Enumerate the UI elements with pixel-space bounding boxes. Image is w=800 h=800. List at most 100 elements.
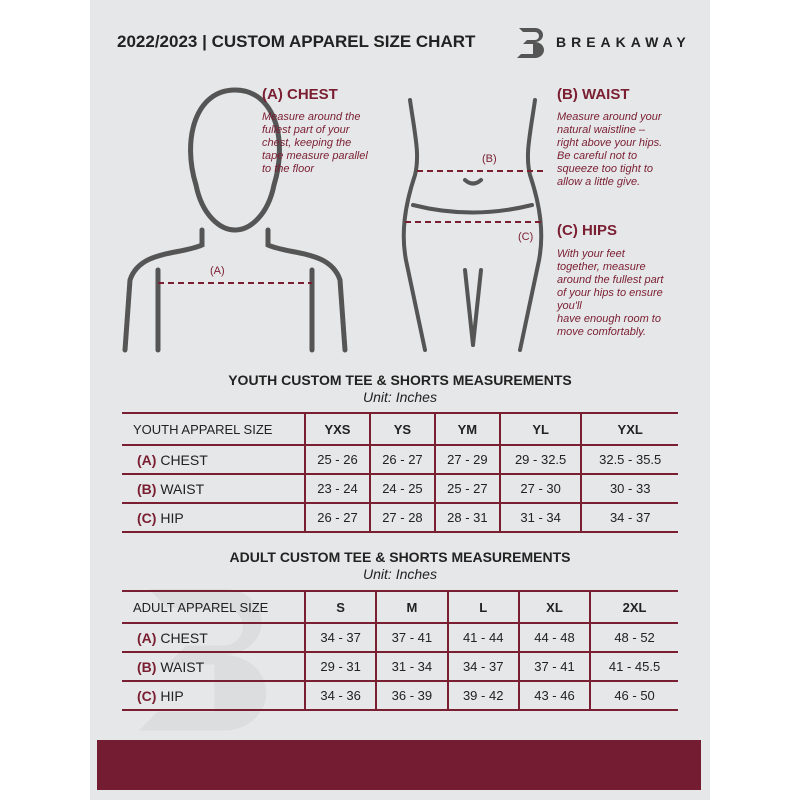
table-row: (A) CHEST 25 - 26 26 - 27 27 - 29 29 - 32.5 3… — [122, 444, 678, 475]
header-cell: 2XL — [589, 590, 678, 624]
measurement-label: (C) HIP — [122, 502, 305, 533]
adult-unit: Unit: Inches — [363, 566, 437, 582]
description-line: to the floor — [262, 163, 314, 175]
description-line: move comfortably. — [557, 326, 647, 338]
size-value: 39 - 42 — [446, 680, 519, 711]
measurement-letter: (C) — [137, 509, 157, 526]
description-line: you'll — [557, 300, 582, 312]
size-value: 27 - 29 — [433, 444, 500, 475]
page-title: 2022/2023 | CUSTOM APPAREL SIZE CHART — [117, 32, 476, 51]
header-row: ADULT APPAREL SIZE S M L XL 2XL — [122, 590, 678, 624]
chest-description: Measure around the fullest part of your ch… — [262, 111, 368, 176]
size-value: 25 - 26 — [304, 444, 370, 475]
size-value: 34 - 37 — [303, 622, 377, 653]
size-value: 31 - 34 — [375, 651, 448, 682]
size-value: 36 - 39 — [375, 680, 448, 711]
description-line: Be careful not to — [557, 150, 638, 162]
brand-name: BREAKAWAY — [556, 34, 691, 50]
table-row: (B) WAIST 23 - 24 24 - 25 25 - 27 27 - 30 30 … — [122, 473, 678, 504]
description-line: tape measure parallel — [262, 150, 368, 162]
waist-heading: (B) WAIST — [557, 86, 630, 103]
table-row: (B) WAIST 29 - 31 31 - 34 34 - 37 37 - 41 41 … — [122, 651, 678, 682]
header-cell: S — [303, 590, 377, 624]
description-line: have enough room to — [557, 313, 661, 325]
header-cell: ADULT APPAREL SIZE — [122, 590, 305, 624]
size-value: 46 - 50 — [589, 680, 678, 711]
header-cell: YXL — [580, 412, 678, 446]
description-line: chest, keeping the — [262, 137, 352, 149]
size-value: 29 - 32.5 — [498, 444, 582, 475]
size-value: 27 - 28 — [368, 502, 435, 533]
size-value: 34 - 37 — [580, 502, 678, 533]
size-value: 29 - 31 — [303, 651, 377, 682]
measurement-name: WAIST — [160, 480, 205, 497]
description-line: of your hips to ensure — [557, 287, 663, 299]
header-cell: L — [446, 590, 519, 624]
header-cell: XL — [517, 590, 591, 624]
measurement-letter: (C) — [137, 687, 157, 704]
size-value: 27 - 30 — [498, 473, 582, 504]
size-value: 34 - 36 — [303, 680, 377, 711]
size-value: 41 - 44 — [446, 622, 519, 653]
hips-description: With your feet together, measure around th… — [557, 248, 663, 339]
size-value: 48 - 52 — [589, 622, 678, 653]
description-line: squeeze too tight to — [557, 163, 654, 175]
table-row: (C) HIP 26 - 27 27 - 28 28 - 31 31 - 34 34 - … — [122, 502, 678, 533]
adult-table-title: ADULT CUSTOM TEE & SHORTS MEASUREMENTS — [229, 549, 571, 565]
youth-unit: Unit: Inches — [363, 389, 437, 405]
waist-marker: (B) — [482, 153, 497, 165]
header-row: YOUTH APPAREL SIZE YXS YS YM YL YXL — [122, 412, 678, 446]
measurement-label: (A) CHEST — [122, 622, 305, 653]
size-value: 26 - 27 — [368, 444, 435, 475]
measurement-name: CHEST — [160, 629, 208, 646]
size-value: 31 - 34 — [498, 502, 582, 533]
description-line: allow a little give. — [557, 176, 641, 188]
description-line: together, measure — [557, 261, 646, 273]
measurement-name: HIP — [160, 509, 184, 526]
size-value: 32.5 - 35.5 — [580, 444, 678, 475]
table-row: (A) CHEST 34 - 37 37 - 41 41 - 44 44 - 48 48 … — [122, 622, 678, 653]
description-line: With your feet — [557, 248, 625, 260]
description-line: fullest part of your — [262, 124, 350, 136]
footer-band — [97, 740, 701, 790]
measurement-letter: (A) — [137, 451, 157, 468]
size-value: 30 - 33 — [580, 473, 678, 504]
measurement-letter: (B) — [137, 480, 157, 497]
header-cell: M — [375, 590, 448, 624]
description-line: right above your hips. — [557, 137, 663, 149]
size-value: 26 - 27 — [304, 502, 370, 533]
header-cell: YOUTH APPAREL SIZE — [122, 412, 305, 446]
measurement-name: WAIST — [160, 658, 205, 675]
description-line: around the fullest part — [557, 274, 664, 286]
size-value: 24 - 25 — [368, 473, 435, 504]
header-cell: YS — [368, 412, 435, 446]
chest-figure-illustration — [122, 87, 348, 353]
header-cell: YL — [498, 412, 582, 446]
description-line: natural waistline – — [557, 124, 646, 136]
description-line: Measure around the — [262, 111, 361, 123]
description-line: Measure around your — [557, 111, 662, 123]
adult-size-table: ADULT APPAREL SIZE S M L XL 2XL (A) CHEST 34 - … — [122, 590, 678, 711]
measurement-label: (A) CHEST — [122, 444, 305, 475]
measurement-label: (C) HIP — [122, 680, 305, 711]
measurement-label: (B) WAIST — [122, 651, 305, 682]
header-cell: YXS — [304, 412, 370, 446]
waist-hips-figure-illustration — [401, 98, 545, 352]
size-value: 28 - 31 — [433, 502, 500, 533]
size-value: 37 - 41 — [517, 651, 591, 682]
chest-marker: (A) — [210, 265, 225, 277]
youth-size-table: YOUTH APPAREL SIZE YXS YS YM YL YXL (A) CHEST 2… — [122, 412, 678, 533]
measurement-name: HIP — [160, 687, 184, 704]
size-value: 43 - 46 — [517, 680, 591, 711]
size-value: 34 - 37 — [446, 651, 519, 682]
table-row: (C) HIP 34 - 36 36 - 39 39 - 42 43 - 46 46 - … — [122, 680, 678, 711]
size-value: 23 - 24 — [304, 473, 370, 504]
hips-heading: (C) HIPS — [557, 222, 617, 239]
size-value: 44 - 48 — [517, 622, 591, 653]
youth-table-title: YOUTH CUSTOM TEE & SHORTS MEASUREMENTS — [228, 372, 572, 388]
size-value: 25 - 27 — [433, 473, 500, 504]
hips-marker: (C) — [518, 231, 534, 243]
measurement-letter: (A) — [137, 629, 157, 646]
chest-heading: (A) CHEST — [262, 86, 338, 103]
size-value: 41 - 45.5 — [589, 651, 678, 682]
